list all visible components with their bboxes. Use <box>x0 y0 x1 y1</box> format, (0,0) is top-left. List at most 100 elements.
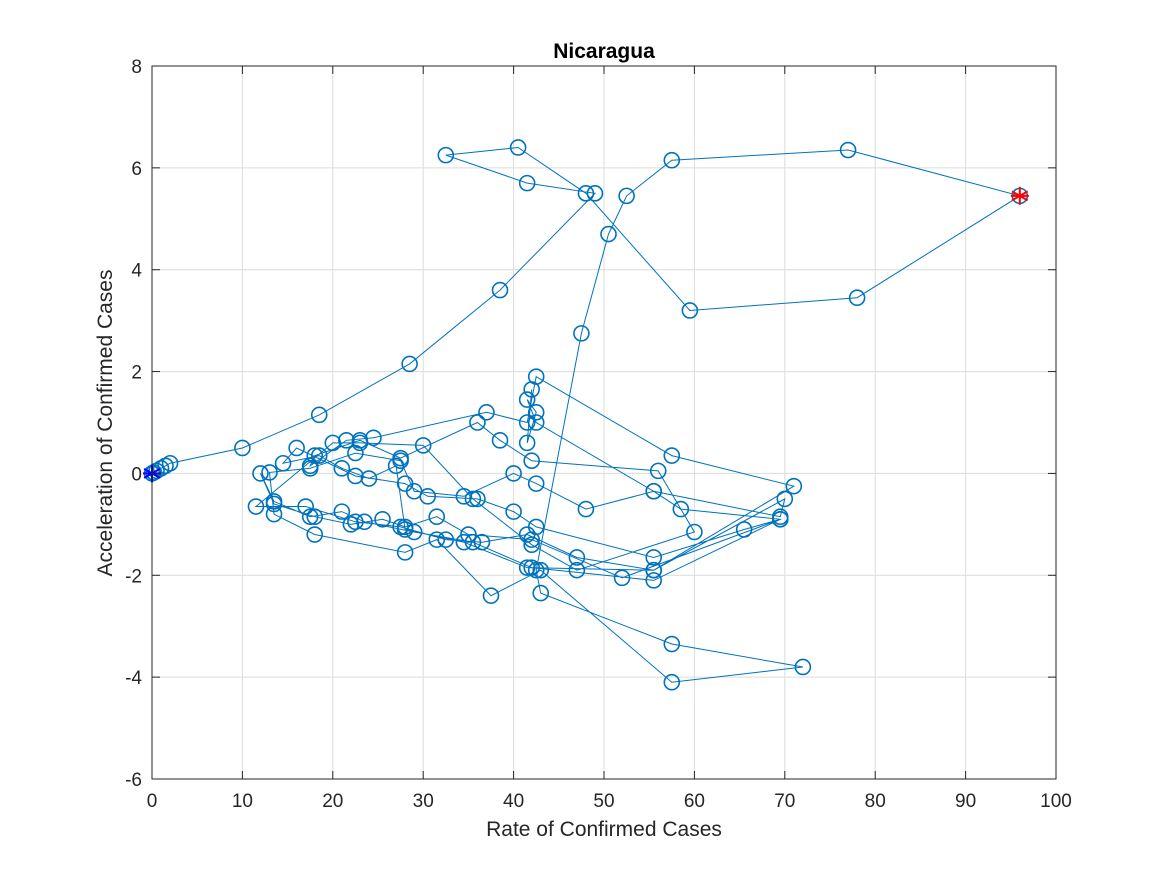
x-tick-label: 70 <box>774 791 795 812</box>
data-point <box>261 464 278 481</box>
data-point <box>161 454 179 472</box>
data-point <box>265 505 283 523</box>
data-point <box>491 281 509 299</box>
data-point <box>297 498 314 515</box>
y-axis-label: Acceleration of Confirmed Cases <box>94 270 117 577</box>
data-point <box>469 414 486 431</box>
data-point <box>577 500 595 518</box>
series-layer <box>143 139 1029 691</box>
data-point <box>419 488 437 505</box>
data-point <box>301 508 319 526</box>
x-tick-label: 100 <box>1040 791 1072 812</box>
x-tick-label: 10 <box>232 791 253 812</box>
x-ticks: 0 10 20 30 40 50 60 70 80 90 100 <box>147 66 1072 812</box>
y-tick-label: 0 <box>131 464 142 485</box>
data-point <box>347 513 364 531</box>
data-point <box>586 185 604 202</box>
data-point <box>338 432 355 449</box>
x-tick-label: 50 <box>593 791 614 812</box>
data-point <box>505 503 522 520</box>
data-point <box>681 302 699 319</box>
data-point <box>735 521 753 538</box>
data-point <box>672 500 690 518</box>
data-point <box>663 673 681 691</box>
data-point <box>310 447 328 464</box>
data-point <box>532 584 550 602</box>
data-point <box>347 467 364 485</box>
data-point <box>785 477 803 495</box>
data-point <box>568 549 586 566</box>
data-point <box>518 414 536 431</box>
data-point <box>464 490 482 508</box>
data-point <box>274 454 292 472</box>
data-point <box>324 434 342 452</box>
chart-title: Nicaragua <box>553 40 655 63</box>
data-point <box>523 559 540 576</box>
x-axis-label: Rate of Confirmed Cases <box>486 818 722 841</box>
end-marker <box>1010 186 1029 205</box>
x-tick-label: 0 <box>147 791 158 812</box>
data-point <box>523 452 540 469</box>
data-point <box>527 404 545 421</box>
data-point <box>288 439 305 457</box>
data-point <box>333 503 351 520</box>
x-tick-label: 90 <box>955 791 976 812</box>
data-point <box>686 523 703 541</box>
data-point <box>509 139 527 156</box>
data-point <box>618 187 635 205</box>
y-tick-label: -2 <box>125 566 142 587</box>
data-point <box>532 561 550 579</box>
data-point <box>523 536 540 554</box>
data-point <box>839 141 857 159</box>
x-tick-label: 20 <box>322 791 343 812</box>
data-point <box>428 531 446 548</box>
data-point <box>301 457 319 475</box>
y-tick-label: -4 <box>125 668 142 689</box>
y-ticks: -6 -4 -2 0 2 4 6 8 <box>125 57 1056 791</box>
data-point <box>613 569 631 587</box>
data-point <box>577 185 595 202</box>
data-point <box>645 482 663 500</box>
data-point <box>645 561 663 579</box>
y-tick-label: 6 <box>131 159 142 180</box>
data-point <box>265 495 283 513</box>
data-point <box>573 325 590 342</box>
data-point <box>247 498 265 515</box>
data-point <box>356 513 373 531</box>
data-point <box>306 508 324 526</box>
data-point <box>437 146 455 164</box>
x-tick-label: 60 <box>684 791 705 812</box>
data-point <box>527 475 545 492</box>
data-point <box>848 289 866 307</box>
data-point <box>455 533 473 551</box>
data-point <box>794 658 812 676</box>
data-point <box>771 508 789 526</box>
data-point <box>491 432 509 449</box>
data-point <box>252 465 269 482</box>
data-point <box>518 526 536 543</box>
x-tick-label: 30 <box>413 791 434 812</box>
data-point <box>518 559 536 576</box>
data-point <box>505 465 522 482</box>
data-point <box>482 587 500 604</box>
data-point <box>374 510 391 528</box>
data-point <box>392 518 409 536</box>
data-point <box>600 225 617 243</box>
data-point <box>306 447 324 464</box>
data-point <box>518 434 536 452</box>
data-point <box>414 437 432 454</box>
x-tick-label: 80 <box>865 791 886 812</box>
data-point <box>396 475 414 492</box>
data-point <box>568 561 586 579</box>
data-point <box>306 526 324 543</box>
y-tick-label: 2 <box>131 363 142 384</box>
data-point <box>455 488 473 505</box>
data-point <box>401 355 418 373</box>
data-point <box>663 151 681 169</box>
data-point <box>645 549 663 566</box>
data-point <box>518 174 536 192</box>
data-point <box>478 404 495 421</box>
data-point <box>351 434 369 452</box>
data-point <box>437 531 455 548</box>
